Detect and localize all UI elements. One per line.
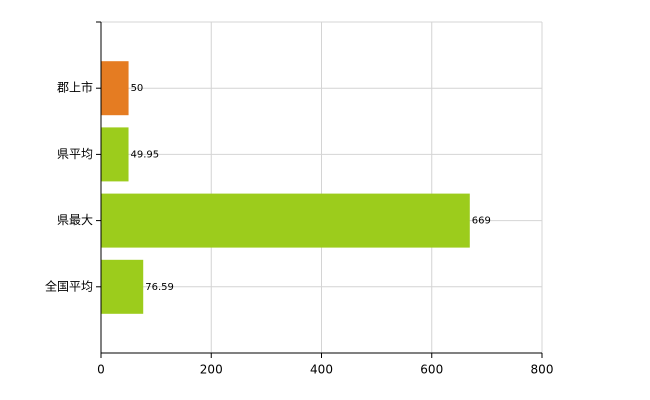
x-tick-label: 0 <box>97 363 105 377</box>
bar <box>101 61 129 116</box>
x-tick-label: 400 <box>310 363 333 377</box>
y-tick-label: 県最大 <box>57 213 93 227</box>
y-tick-label: 郡上市 <box>57 80 93 95</box>
y-tick-label: 全国平均 <box>45 278 93 293</box>
value-label: 50 <box>131 83 144 94</box>
bar <box>101 259 144 314</box>
x-tick-label: 600 <box>420 363 443 377</box>
value-label: 669 <box>472 216 491 227</box>
x-tick-label: 800 <box>531 363 554 377</box>
bar <box>101 193 470 248</box>
value-label: 49.95 <box>131 149 160 160</box>
value-label: 76.59 <box>145 282 174 293</box>
x-tick-label: 200 <box>200 363 223 377</box>
bar <box>101 127 129 182</box>
y-tick-label: 県平均 <box>57 147 93 161</box>
